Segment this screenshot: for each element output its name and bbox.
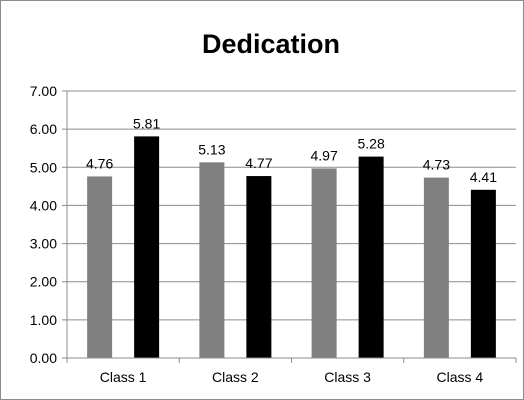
bar	[87, 176, 113, 358]
data-label: 5.13	[198, 141, 225, 157]
bar	[311, 168, 337, 358]
data-label: 4.41	[470, 169, 497, 185]
y-tick-label: 3.00	[30, 236, 57, 252]
bar	[134, 136, 160, 358]
x-tick-label: Class 3	[324, 369, 371, 385]
y-tick-label: 1.00	[30, 312, 57, 328]
bar	[470, 189, 496, 358]
data-label: 5.28	[358, 136, 385, 152]
bar	[358, 156, 384, 358]
x-tick-label: Class 1	[100, 369, 147, 385]
bar	[246, 176, 272, 358]
data-label: 4.77	[245, 155, 272, 171]
y-tick-label: 2.00	[30, 274, 57, 290]
y-tick-label: 6.00	[30, 121, 57, 137]
axes	[62, 90, 517, 363]
y-tick-label: 5.00	[30, 159, 57, 175]
y-tick-label: 7.00	[30, 83, 57, 99]
y-tick-label: 0.00	[30, 350, 57, 366]
data-label: 4.97	[311, 147, 338, 163]
data-label: 4.73	[423, 157, 450, 173]
x-tick-label: Class 4	[437, 369, 484, 385]
chart-title: Dedication	[202, 29, 340, 59]
x-tick-label: Class 2	[212, 369, 259, 385]
bar	[199, 162, 225, 358]
bar	[423, 177, 449, 358]
labels: 0.00 1.00 2.00 3.00 4.00 5.00 6.00 7.00 4.76 5.81…	[30, 83, 497, 385]
bars	[87, 136, 496, 358]
y-tick-label: 4.00	[30, 197, 57, 213]
data-label: 5.81	[133, 115, 160, 131]
data-label: 4.76	[86, 155, 113, 171]
